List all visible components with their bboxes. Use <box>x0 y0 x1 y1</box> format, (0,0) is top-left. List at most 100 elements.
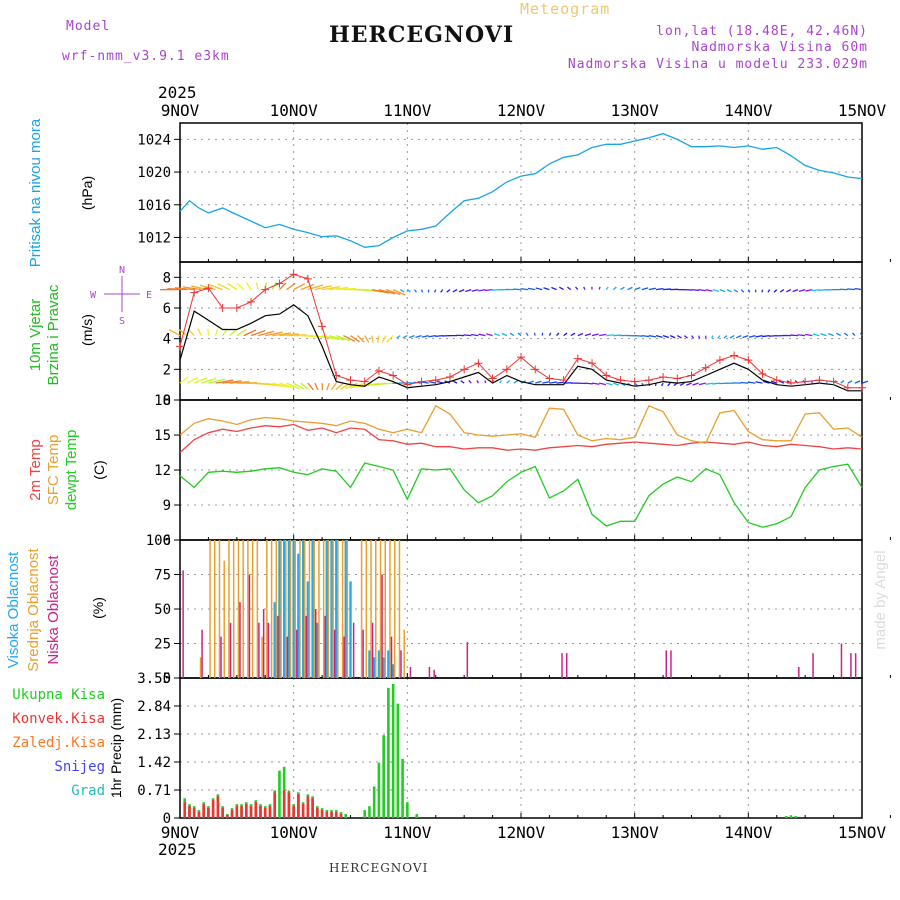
wind-arrow <box>591 382 600 385</box>
precip-conv-bar <box>245 804 248 818</box>
wind-arrow <box>428 380 436 384</box>
wind-arrow <box>345 382 358 390</box>
wind-label-1: 10m Vjetar <box>27 299 44 372</box>
wind-arrow <box>476 380 479 384</box>
wind-arrow <box>598 286 601 290</box>
precip-conv-bar <box>316 808 319 818</box>
precip-total-bar <box>377 762 381 818</box>
gust-marker <box>673 374 682 383</box>
wind-arrow <box>705 382 713 385</box>
y-tick-label: 25 <box>154 637 171 653</box>
wind-arrow <box>207 328 210 336</box>
wind-arrow <box>556 381 565 384</box>
wind-arrow <box>852 332 856 337</box>
wind-arrow <box>468 380 472 384</box>
wind-arrow <box>293 283 306 291</box>
gust-marker <box>559 376 568 385</box>
precip-conv-bar <box>325 812 329 818</box>
wind-arrow <box>634 287 641 291</box>
wind-arrow <box>433 289 437 293</box>
wind-arrow <box>373 382 394 386</box>
y-tick-label: 9 <box>163 498 171 514</box>
wind-arrow <box>599 333 607 337</box>
wind-arrow <box>667 382 671 387</box>
precip-total-bar <box>391 683 395 818</box>
wind-arrow <box>527 287 536 291</box>
wind-arrow <box>330 382 337 391</box>
wind-arrow <box>729 335 735 339</box>
wind-arrow <box>392 289 406 296</box>
wind-arrow <box>763 380 770 384</box>
wind-arrow <box>705 288 713 292</box>
wind-arrow <box>563 332 568 337</box>
wind-arrow <box>719 288 726 293</box>
cloud-unit: (%) <box>90 597 106 619</box>
wind-arrow <box>471 288 479 292</box>
y-tick-label: 15 <box>154 428 171 444</box>
precip-total-bar <box>406 802 409 818</box>
gust-marker <box>531 365 540 374</box>
wind-arrow <box>452 289 458 293</box>
wind-arrow <box>742 334 749 339</box>
precip-total-bar <box>794 816 797 818</box>
precip-conv-bar <box>292 806 295 818</box>
y-tick-label: 0.71 <box>137 783 171 799</box>
gust-marker <box>616 376 625 385</box>
gust-marker <box>275 279 284 288</box>
precip-snow-label: Snijeg <box>54 759 105 775</box>
gust-marker <box>687 371 696 380</box>
wind-arrow <box>478 288 486 292</box>
wind-arrow <box>470 333 479 337</box>
cloud-mid-label: Srednja Oblacnost <box>25 547 42 671</box>
bottom-date-label: 12NOV <box>497 823 546 842</box>
y-tick-label: 2.84 <box>137 699 171 715</box>
wind-arrow <box>854 380 861 384</box>
wind-arrow <box>484 288 493 292</box>
gust-marker <box>431 376 440 385</box>
t2m-line <box>179 423 863 453</box>
wind-label-2: Brzina i Pravac <box>45 284 62 385</box>
bottom-date-label: 11NOV <box>383 823 432 842</box>
y-tick-label: 18 <box>154 393 171 409</box>
precip-conv-bar <box>301 804 305 818</box>
gust-marker <box>232 304 241 312</box>
wind-arrow <box>265 331 283 337</box>
wind-arrow <box>186 376 199 384</box>
y-tick-label: 4 <box>163 332 171 348</box>
wind-arrow <box>357 335 365 343</box>
wind-arrow <box>548 332 552 336</box>
wind-arrow <box>440 289 444 293</box>
y-tick-label: 8 <box>163 270 171 286</box>
precip-conv-bar <box>216 796 220 818</box>
wind-arrow <box>583 286 586 290</box>
wind-arrow <box>300 382 310 391</box>
y-tick-label: 0 <box>163 811 171 827</box>
top-date-label: 12NOV <box>497 101 546 120</box>
gust-marker <box>573 354 582 363</box>
wind-arrow <box>386 335 394 343</box>
gust-marker <box>445 373 454 381</box>
wind-arrow <box>559 286 564 291</box>
y-tick-label: 0 <box>163 671 171 687</box>
wind-arrow <box>748 334 756 338</box>
precip-conv-bar <box>235 806 239 818</box>
wind-arrow <box>272 332 291 337</box>
wind-arrow <box>499 380 503 384</box>
station-title: HERCEGNOVI <box>329 22 515 48</box>
wind-arrow <box>402 335 408 339</box>
temp-label-sfc: SFC Temp <box>45 435 62 506</box>
wind-arrow <box>556 332 560 337</box>
wind-arrow <box>350 335 360 343</box>
gust-marker <box>786 379 795 388</box>
precip-conv-bar <box>339 814 343 818</box>
wind-arrow <box>343 335 356 342</box>
gust-marker <box>858 383 866 392</box>
wind-arrow <box>606 334 614 337</box>
wind-arrow <box>685 382 692 386</box>
wind-arrow <box>460 380 465 384</box>
compass-cross <box>104 276 140 312</box>
compass-e: E <box>146 290 152 301</box>
gust-marker <box>374 366 383 375</box>
wind-arrow <box>613 334 622 337</box>
gust-marker <box>758 369 767 378</box>
